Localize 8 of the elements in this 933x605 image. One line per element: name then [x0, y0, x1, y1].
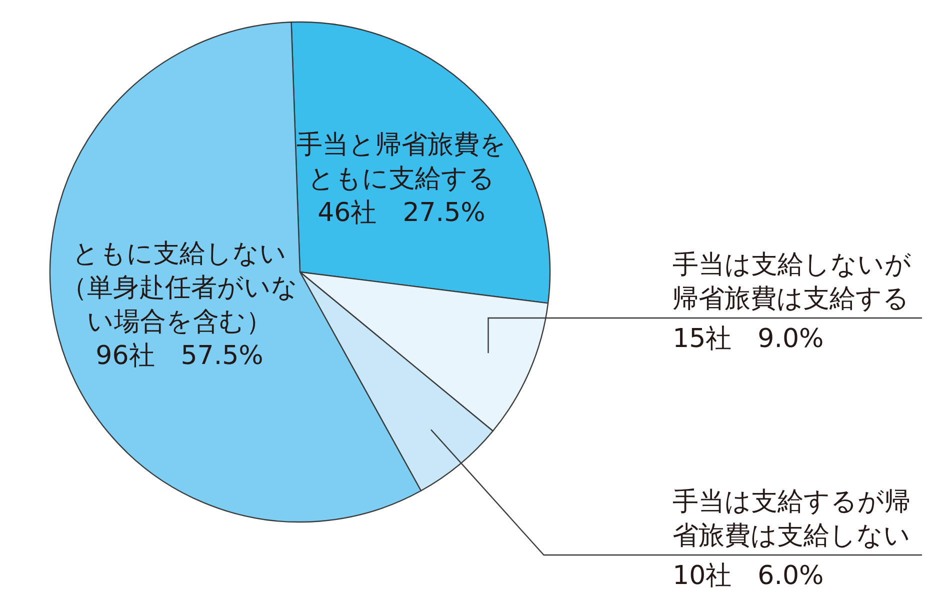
data-label: 96社 57.5% [94, 340, 264, 374]
data-label: 46社 27.5% [316, 197, 486, 230]
slice-label: ともに支給しない（単身赴任者がいない場合を含む） [60, 238, 300, 340]
slice-label: 手当は支給するが帰省旅費は支給しない [672, 486, 912, 553]
slice-label: 手当と帰省旅費をともに支給する [295, 129, 508, 196]
data-label: 15社 9.0% [672, 323, 824, 356]
slice-label: 手当は支給しないが帰省旅費は支給する [672, 249, 913, 316]
data-label: 10社 6.0% [672, 560, 824, 593]
